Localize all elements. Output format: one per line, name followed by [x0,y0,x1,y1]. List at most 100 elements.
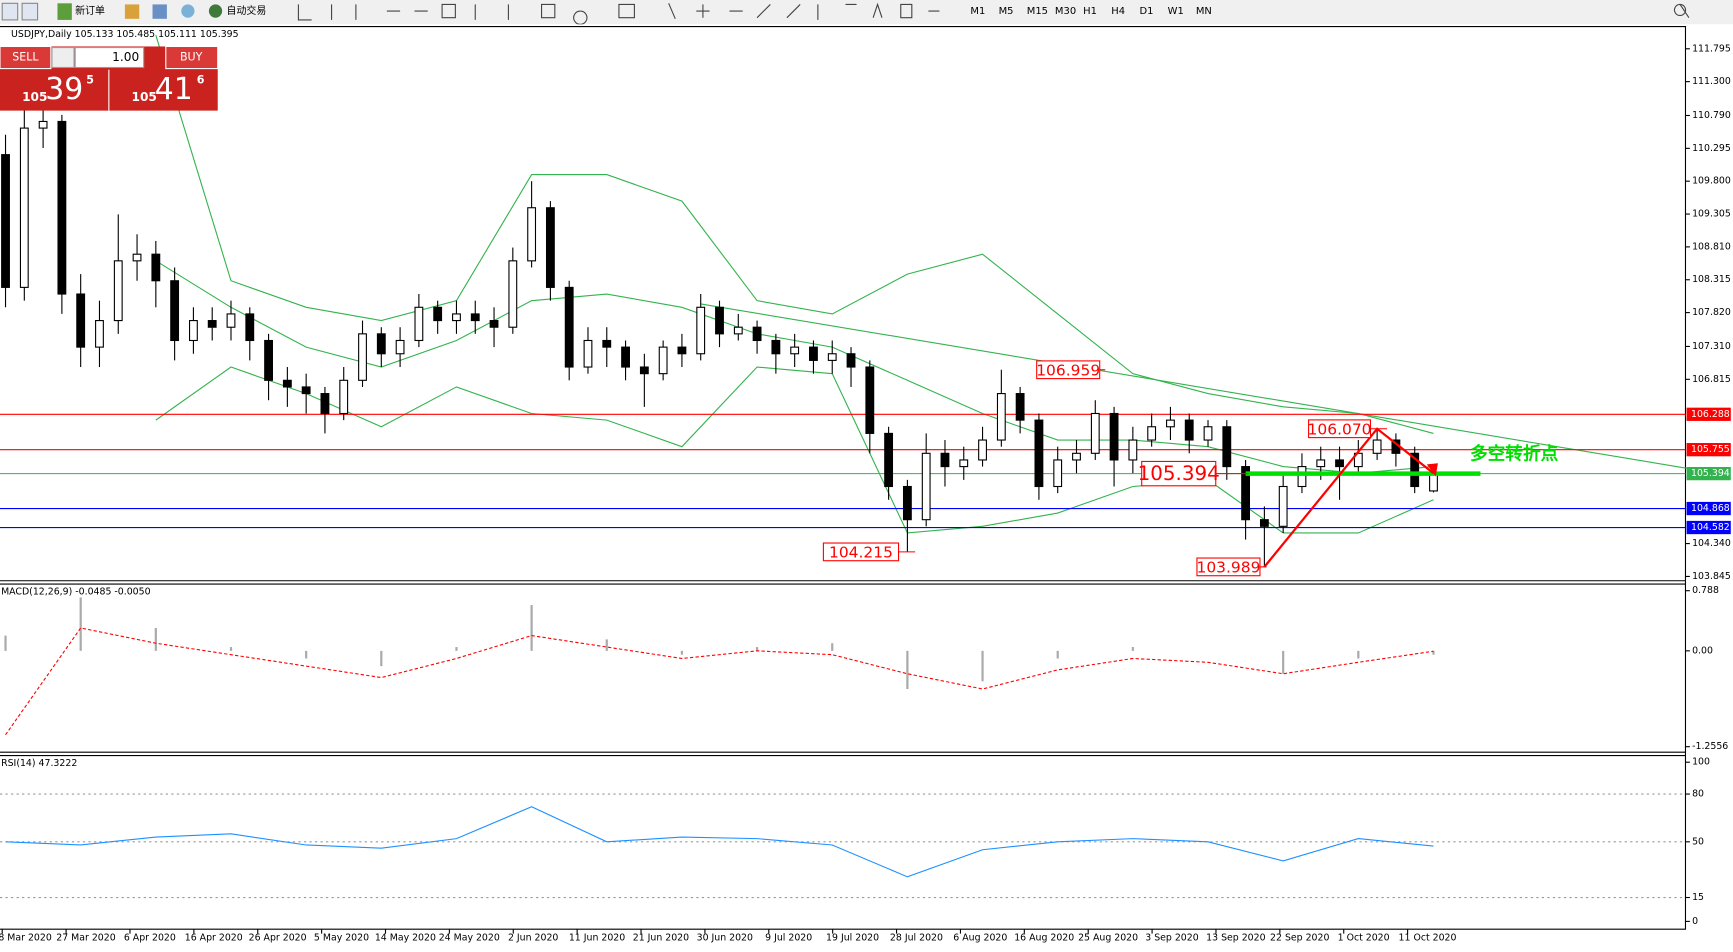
tool-icon[interactable] [181,4,195,18]
timeframe[interactable]: M5 [999,6,1014,17]
y-tick-label: 15 [1692,892,1704,903]
candle-body [1128,439,1138,461]
sell-button[interactable] [0,45,52,70]
lot-value[interactable]: 1.00 [112,50,139,64]
candle-body [1429,473,1438,492]
candle-body [583,339,593,368]
x-tick-label: 22 Sep 2020 [1270,933,1329,944]
buy-price-fraction: 6 [197,74,205,87]
candle-body [1184,419,1194,441]
bollinger-band [155,366,1434,534]
price-line-label-bg [1686,466,1731,481]
candle-body [1410,452,1420,488]
x-tick-label: 14 May 2020 [375,933,436,944]
candle-body [564,286,574,368]
candle-body [1072,452,1081,461]
candle-body [264,339,273,381]
sell-price-pips: 39 [45,72,83,107]
toolbar-button[interactable]: 新订单 [75,4,105,17]
lot-spinner[interactable] [51,47,75,69]
x-tick-label: 5 May 2020 [314,933,369,944]
x-tick-label: 25 Aug 2020 [1078,933,1138,944]
candle-body [76,293,86,348]
candle-body [733,326,743,335]
sell-price-big: 105 [22,90,47,104]
candle-body [1316,459,1326,468]
y-tick-label: 108.315 [1692,274,1731,285]
panes: USDJPY,Daily 105.133 105.485 105.111 105… [0,29,1731,944]
candle-body [470,313,480,322]
x-tick-label: 2 Jun 2020 [508,933,558,944]
tool-icon[interactable] [21,2,39,21]
tool-icon[interactable] [124,4,140,19]
candle-body [1015,393,1025,421]
candle-body [621,346,630,368]
candle-body [959,459,969,468]
timeframe[interactable]: M1 [970,6,985,17]
tool-icon[interactable] [57,3,72,20]
chart-title: RSI(14) 47.3222 [1,758,77,769]
candle-body [696,306,706,355]
candle-body [207,320,217,328]
candle-body [1147,426,1157,441]
candle-body [1166,419,1175,428]
timeframes: M1 M5 M15 M30 H1 H4 D1 W1 MN [970,6,1211,17]
timeframe[interactable]: MN [1196,6,1212,17]
annotation-label: 106.070 [1308,420,1372,438]
timeframe[interactable]: H1 [1083,6,1097,17]
timeframe[interactable]: D1 [1139,6,1153,17]
candle-body [1109,412,1119,461]
toolbar-button[interactable]: 自动交易 [227,4,267,17]
y-tick-label: 108.810 [1692,241,1731,252]
y-tick-label: 107.310 [1692,341,1731,352]
timeframe[interactable]: W1 [1168,6,1184,17]
candle-body [527,207,537,262]
timeframe[interactable]: M30 [1055,6,1076,17]
buy-label[interactable]: BUY [180,51,203,64]
lot-input[interactable] [74,47,145,69]
timeframe[interactable]: M15 [1027,6,1048,17]
trendline [700,303,1697,471]
x-tick-label: 18 Mar 2020 [0,933,52,944]
x-tick-label: 6 Aug 2020 [953,933,1007,944]
bollinger-band [155,35,1434,434]
price-line-label: 104.868 [1691,503,1730,514]
candle-body [1222,426,1232,468]
candle-body [639,366,649,375]
candle-body [1278,485,1288,527]
y-tick-label: 80 [1692,789,1704,800]
annotation-box [1196,557,1261,577]
tool-icon[interactable] [1,2,19,21]
candle-body [978,439,987,461]
y-tick-label: 110.295 [1692,143,1731,154]
candle-body [827,353,837,361]
sell-label[interactable]: SELL [12,51,39,64]
price-line-label-bg [1686,501,1731,516]
tool-icon[interactable] [152,4,167,19]
candle-body [1335,459,1344,468]
candle-body [1297,466,1307,488]
x-tick-label: 30 Jun 2020 [697,933,753,944]
candle-body [771,339,781,355]
candle-body [452,313,461,322]
candle-body [1203,426,1213,441]
annotation-box [822,542,900,562]
buy-button[interactable] [165,45,219,70]
timeframe[interactable]: H4 [1111,6,1125,17]
y-tick-label: 109.800 [1692,176,1731,187]
y-tick-label: -1.2556 [1692,741,1728,752]
candle-body [320,393,330,415]
price-line-label-bg [1686,407,1731,421]
candle-body [1372,439,1382,454]
x-tick-label: 6 Apr 2020 [124,933,176,944]
candle-body [132,253,142,262]
annotation-box [1036,360,1101,380]
annotation-label: 105.394 [1138,462,1220,485]
candle-body [57,120,67,295]
candle-body [1241,466,1251,521]
x-tick-label: 9 Jul 2020 [765,933,812,944]
candle-body [658,346,668,375]
tool-icon[interactable] [208,4,223,18]
x-tick-label: 16 Apr 2020 [185,933,243,944]
